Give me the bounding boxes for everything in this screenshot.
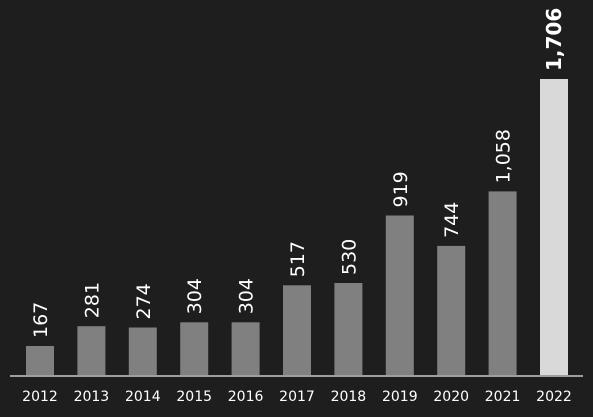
x-tick-label-2018: 2018 [331,389,367,405]
bar-2019 [385,215,414,375]
value-label-2014: 274 [133,283,155,319]
value-label-2015: 304 [184,278,206,314]
value-label-2013: 281 [81,282,103,318]
x-tick-label-2021: 2021 [485,389,521,405]
x-tick-label-2012: 2012 [22,389,58,405]
value-label-2020: 744 [441,202,463,238]
value-label-2022: 1,706 [542,8,566,71]
value-label-2018: 530 [338,239,360,275]
bar-2013 [77,326,106,375]
bar-2021 [488,191,517,375]
bar-2018 [334,283,363,375]
value-label-2016: 304 [236,278,258,314]
x-tick-label-2016: 2016 [228,389,264,405]
x-tick-label-2020: 2020 [433,389,469,405]
bar-2022 [540,79,568,375]
bar-2016 [231,322,260,375]
x-tick-label-2017: 2017 [279,389,315,405]
value-label-2012: 167 [30,302,52,338]
x-tick-label-2015: 2015 [176,389,212,405]
x-tick-label-2014: 2014 [125,389,161,405]
bar-2020 [437,245,466,375]
value-label-2017: 517 [287,241,309,277]
bar-2014 [128,327,157,375]
x-tick-label-2019: 2019 [382,389,418,405]
value-label-2019: 919 [390,171,412,207]
x-tick-label-2022: 2022 [536,389,572,405]
bar-2012 [26,346,54,375]
x-tick-label-2013: 2013 [74,389,110,405]
bar-2015 [180,322,209,375]
value-label-2021: 1,058 [493,129,515,183]
bar-2017 [283,285,311,375]
